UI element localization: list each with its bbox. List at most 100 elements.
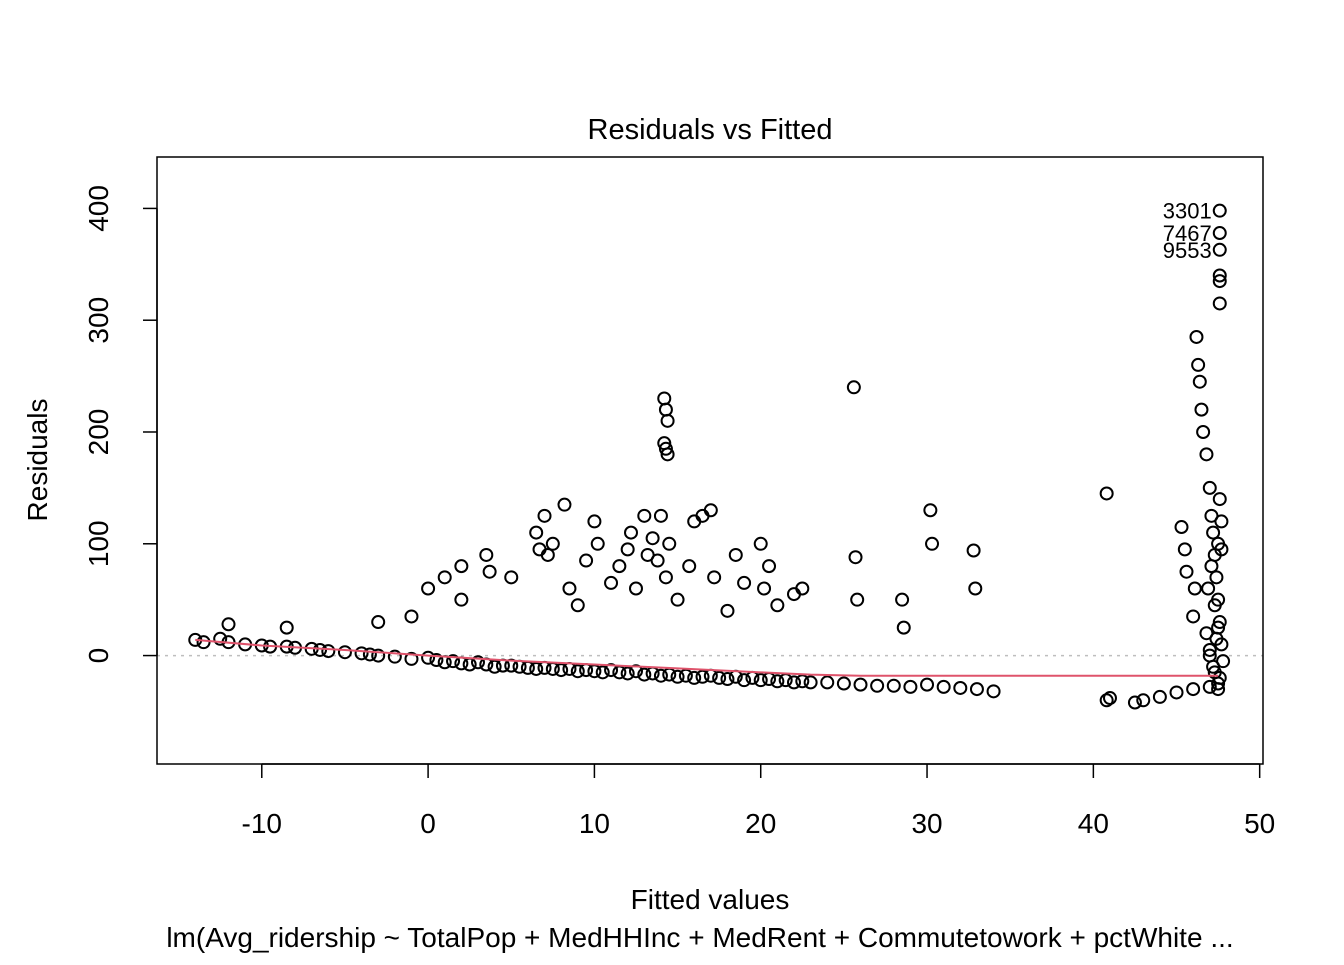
data-point bbox=[470, 655, 485, 670]
data-point bbox=[1212, 615, 1227, 630]
smooth-trend-line bbox=[195, 638, 1219, 677]
data-point bbox=[557, 497, 572, 512]
data-point bbox=[421, 581, 436, 596]
data-point bbox=[707, 570, 722, 585]
data-point bbox=[537, 508, 552, 523]
data-point bbox=[604, 663, 619, 678]
data-point bbox=[896, 620, 911, 635]
data-point bbox=[1209, 570, 1224, 585]
data-point bbox=[753, 536, 768, 551]
x-tick-label: 10 bbox=[579, 808, 610, 839]
y-tick-label: 0 bbox=[83, 648, 114, 664]
labeled-data-point bbox=[1212, 226, 1227, 241]
data-point bbox=[737, 575, 752, 590]
data-point bbox=[895, 592, 910, 607]
data-point bbox=[529, 661, 544, 676]
data-point bbox=[925, 536, 940, 551]
data-point bbox=[1212, 296, 1227, 311]
data-point bbox=[1214, 542, 1229, 557]
data-point bbox=[479, 547, 494, 562]
labeled-data-point bbox=[1212, 242, 1227, 257]
data-point bbox=[678, 668, 693, 683]
data-point bbox=[446, 654, 461, 669]
data-point bbox=[753, 673, 768, 688]
data-point bbox=[545, 536, 560, 551]
data-point bbox=[1186, 682, 1201, 697]
data-point bbox=[279, 620, 294, 635]
data-point bbox=[1177, 542, 1192, 557]
data-point bbox=[1211, 682, 1226, 697]
data-point bbox=[1192, 374, 1207, 389]
data-point bbox=[795, 581, 810, 596]
data-point bbox=[720, 672, 735, 687]
y-tick-label: 400 bbox=[83, 185, 114, 232]
x-tick-label: 50 bbox=[1244, 808, 1275, 839]
point-label: 3301 bbox=[1163, 199, 1212, 224]
data-point bbox=[966, 543, 981, 558]
axes-group: -10 0 10 20 30 40 50 0 100 200 300 400 bbox=[83, 156, 1275, 839]
data-point bbox=[720, 603, 735, 618]
data-point bbox=[670, 592, 685, 607]
data-point bbox=[657, 391, 672, 406]
data-point bbox=[695, 669, 710, 684]
model-formula-caption: lm(Avg_ridership ~ TotalPop + MedHHInc +… bbox=[166, 922, 1234, 953]
data-point bbox=[1199, 447, 1214, 462]
data-point bbox=[778, 673, 793, 688]
data-point bbox=[1187, 581, 1202, 596]
data-point bbox=[645, 531, 660, 546]
data-point bbox=[653, 668, 668, 683]
data-point bbox=[482, 564, 497, 579]
data-point bbox=[660, 413, 675, 428]
data-point bbox=[986, 684, 1001, 699]
x-tick-label: 0 bbox=[420, 808, 436, 839]
data-point bbox=[221, 617, 236, 632]
x-tick-label: -10 bbox=[242, 808, 282, 839]
data-point bbox=[628, 581, 643, 596]
data-point bbox=[1174, 520, 1189, 535]
data-point bbox=[1189, 329, 1204, 344]
data-point bbox=[196, 635, 211, 650]
data-point bbox=[745, 670, 760, 685]
data-point bbox=[662, 667, 677, 682]
data-point bbox=[886, 678, 901, 693]
data-point bbox=[462, 657, 477, 672]
data-point bbox=[570, 598, 585, 613]
y-tick-label: 300 bbox=[83, 297, 114, 344]
data-point bbox=[846, 380, 861, 395]
data-point bbox=[554, 663, 569, 678]
labeled-data-point bbox=[1212, 203, 1227, 218]
data-point bbox=[1196, 424, 1211, 439]
data-point bbox=[737, 673, 752, 688]
data-point bbox=[848, 550, 863, 565]
data-point bbox=[354, 646, 369, 661]
data-point bbox=[682, 559, 697, 574]
x-tick-label: 30 bbox=[911, 808, 942, 839]
data-point bbox=[795, 674, 810, 689]
data-point bbox=[1191, 357, 1206, 372]
data-point bbox=[312, 642, 327, 657]
data-point bbox=[540, 547, 555, 562]
data-point bbox=[620, 542, 635, 557]
data-point bbox=[1214, 514, 1229, 529]
x-axis-label: Fitted values bbox=[630, 884, 790, 915]
data-point bbox=[1194, 402, 1209, 417]
data-point bbox=[1211, 620, 1226, 635]
data-point bbox=[903, 679, 918, 694]
data-point bbox=[712, 670, 727, 685]
y-tick-label: 100 bbox=[83, 520, 114, 567]
data-point bbox=[454, 592, 469, 607]
data-point bbox=[1127, 695, 1142, 710]
data-point bbox=[404, 609, 419, 624]
y-axis-label: Residuals bbox=[22, 398, 53, 522]
y-tick-label: 200 bbox=[83, 409, 114, 456]
point-label: 9553 bbox=[1163, 238, 1212, 263]
data-point bbox=[850, 592, 865, 607]
data-point bbox=[658, 441, 673, 456]
chart-title: Residuals vs Fitted bbox=[587, 114, 833, 146]
data-point bbox=[687, 670, 702, 685]
data-point bbox=[936, 679, 951, 694]
data-point bbox=[562, 661, 577, 676]
